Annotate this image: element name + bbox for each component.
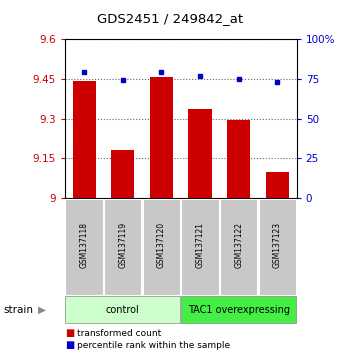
Bar [150,78,173,198]
Bar [227,120,250,198]
Text: ▶: ▶ [38,305,45,315]
Text: GSM137123: GSM137123 [273,222,282,268]
Bar [73,81,96,198]
Text: transformed count: transformed count [77,329,161,338]
Bar [189,109,212,198]
Text: GSM137122: GSM137122 [234,222,243,268]
Text: ■: ■ [65,329,74,338]
Text: percentile rank within the sample: percentile rank within the sample [77,341,230,350]
Text: GDS2451 / 249842_at: GDS2451 / 249842_at [98,12,243,25]
Text: strain: strain [3,305,33,315]
Text: TAC1 overexpressing: TAC1 overexpressing [188,305,290,315]
Text: GSM137118: GSM137118 [79,222,89,268]
Text: control: control [106,305,139,315]
Bar [111,150,134,198]
Text: GSM137119: GSM137119 [118,222,127,268]
Text: GSM137120: GSM137120 [157,222,166,268]
Bar [266,172,289,198]
Text: ■: ■ [65,340,74,350]
Text: GSM137121: GSM137121 [195,222,205,268]
